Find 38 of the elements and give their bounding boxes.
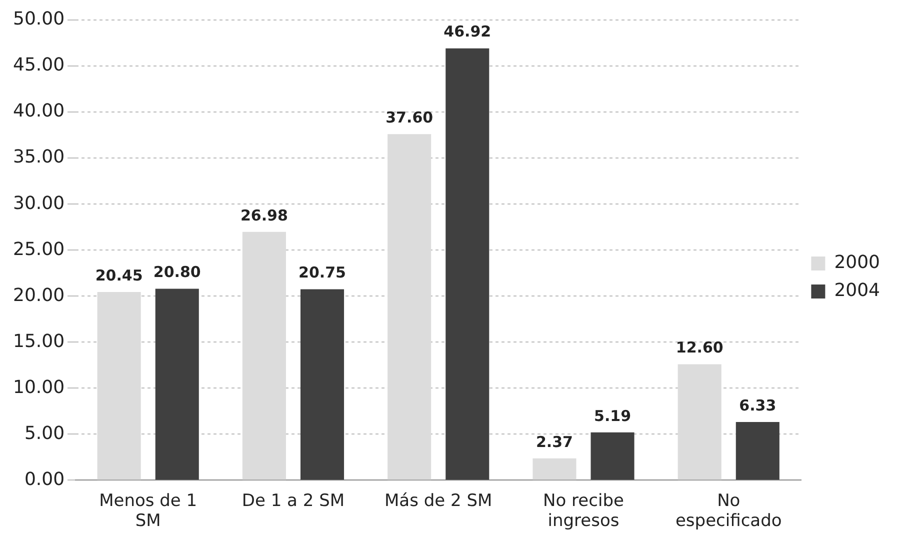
- data-label: 5.19: [594, 406, 632, 425]
- data-label: 20.45: [95, 266, 143, 284]
- data-label: 37.60: [386, 108, 434, 127]
- x-tick-label: Menos de 1 SM: [99, 490, 198, 532]
- data-label: 26.98: [240, 206, 288, 224]
- y-tick-label: 25.00: [13, 238, 65, 260]
- x-tick-label: Más de 2 SM: [384, 490, 492, 511]
- legend-label: 2000: [834, 252, 880, 274]
- data-label: 6.33: [739, 396, 776, 414]
- y-tick-label: 50.00: [13, 8, 65, 30]
- bar: [736, 422, 780, 480]
- data-label: 46.92: [444, 22, 492, 41]
- bar: [155, 288, 199, 480]
- y-tick-label: 35.00: [13, 146, 65, 168]
- bar: [242, 232, 286, 480]
- bar: [678, 364, 722, 480]
- y-tick-label: 40.00: [13, 100, 65, 122]
- y-tick-label: 20.00: [13, 284, 65, 306]
- bar: [446, 48, 490, 480]
- y-tick-label: 45.00: [13, 54, 65, 76]
- data-label: 2.37: [536, 432, 573, 451]
- x-tick-label: No recibe ingresos: [543, 490, 624, 532]
- y-tick-label: 10.00: [13, 376, 65, 398]
- bar: [97, 292, 141, 480]
- y-tick-label: 30.00: [13, 192, 65, 214]
- bar: [590, 432, 634, 480]
- data-label: 12.60: [676, 338, 724, 357]
- data-label: 20.80: [153, 263, 201, 282]
- data-label: 20.75: [298, 264, 346, 282]
- bar: [300, 289, 344, 480]
- y-tick-label: 0.00: [24, 468, 65, 490]
- y-tick-label: 15.00: [13, 330, 65, 352]
- legend-label: 2004: [834, 280, 880, 302]
- bar: [532, 458, 576, 480]
- x-tick-label: De 1 a 2 SM: [242, 490, 345, 511]
- bar: [388, 134, 432, 480]
- x-tick-label: No especificado: [675, 490, 782, 532]
- y-tick-label: 5.00: [24, 422, 65, 444]
